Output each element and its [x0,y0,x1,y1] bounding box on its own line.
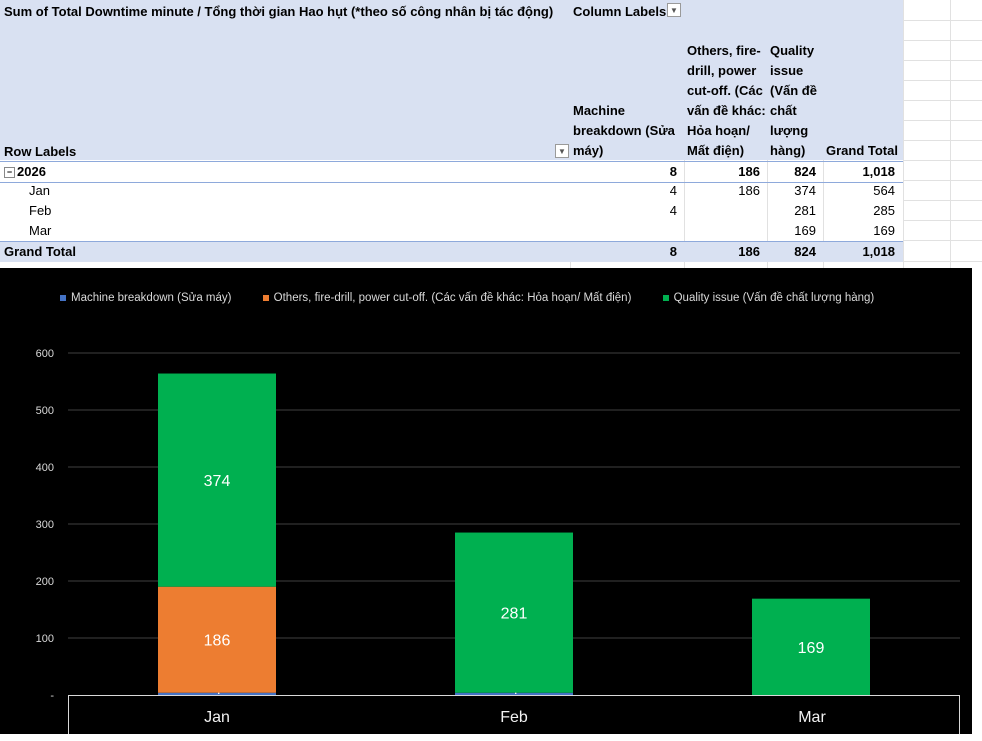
column-labels-header[interactable]: Column Labels [573,4,667,19]
legend-swatch [662,295,669,301]
legend-swatch [262,295,269,301]
pivot-chart[interactable]: Machine breakdown (Sửa máy) Others, fire… [0,268,972,734]
table-cell[interactable]: 169 [794,223,816,238]
plot-area[interactable]: -10020030040050060041863744281169 [0,268,972,734]
column-header-line: Others, fire- [687,43,761,58]
x-tick-label: Feb [500,709,528,726]
bar-segment[interactable] [752,598,870,695]
data-label: 169 [798,640,825,657]
table-row[interactable]: Jan 4 186 374 564 [0,181,903,201]
legend-item-quality-issue[interactable]: Quality issue (Vấn đề chất lượng hàng) [662,292,875,304]
table-cell[interactable]: 1,018 [862,164,895,179]
table-row[interactable]: Feb 4 281 285 [0,201,903,221]
table-cell[interactable]: 374 [794,183,816,198]
column-header-others[interactable]: Others, fire- drill, power cut-off. (Các… [687,41,767,161]
pivot-table: Sum of Total Downtime minute / Tổng thời… [0,0,903,262]
legend-label: Quality issue (Vấn đề chất lượng hàng) [673,292,875,304]
collapse-minus-icon[interactable]: − [4,167,15,179]
table-cell[interactable]: 4 [669,203,677,218]
column-header-line: Grand Total [826,143,898,158]
y-tick-label: 300 [36,519,54,531]
y-tick-label: 400 [36,462,54,474]
table-cell[interactable]: 186 [738,244,760,259]
data-label: 374 [204,473,231,490]
table-cell[interactable]: 824 [794,244,816,259]
table-cell[interactable]: 1,018 [862,244,895,259]
data-label: 186 [204,633,231,650]
column-header-line: vấn đề khác: [687,103,766,118]
table-row-grand-total[interactable]: Grand Total 8 186 824 1,018 [0,241,903,262]
dropdown-arrow-icon: ▼ [558,146,566,156]
bar-segment[interactable] [455,692,573,695]
column-header-line: lượng [770,123,809,138]
row-label: −2026 [4,162,46,182]
y-tick-label: 100 [36,633,54,645]
column-header-grand-total[interactable]: Grand Total [826,141,902,161]
table-cell[interactable]: 824 [794,164,816,179]
x-tick-label: Mar [798,709,826,726]
row-label: Grand Total [4,244,76,259]
row-labels-header[interactable]: Row Labels [4,144,77,159]
x-tick-label: Jan [204,709,230,726]
row-label: Jan [29,183,50,198]
column-header-line: Machine [573,103,626,118]
table-cell[interactable]: 8 [669,164,677,179]
y-tick-label: 500 [36,405,54,417]
column-header-line: chất [770,103,797,118]
y-tick-label: - [50,690,54,702]
column-header-line: Quality [770,43,815,58]
pivot-value-field-title[interactable]: Sum of Total Downtime minute / Tổng thời… [4,4,554,19]
row-label: Mar [29,223,52,238]
column-header-line: breakdown (Sửa [573,123,675,138]
table-row-year[interactable]: −2026 8 186 824 1,018 [0,161,903,183]
bar-segment[interactable] [158,586,276,693]
row-labels-filter-dropdown[interactable]: ▼ [555,144,569,158]
legend-label: Others, fire-drill, power cut-off. (Các … [273,292,632,304]
table-cell[interactable]: 4 [669,183,677,198]
legend-item-others[interactable]: Others, fire-drill, power cut-off. (Các … [262,292,632,304]
table-cell[interactable]: 281 [794,203,816,218]
table-row[interactable]: Mar 169 169 [0,221,903,241]
legend-label: Machine breakdown (Sửa máy) [71,292,232,304]
column-header-line: máy) [573,143,604,158]
chart-legend[interactable]: Machine breakdown (Sửa máy) Others, fire… [60,292,902,304]
dropdown-arrow-icon: ▼ [670,5,678,15]
bar-segment[interactable] [158,692,276,695]
column-header-line: (Vấn đề [770,83,817,98]
legend-item-machine-breakdown[interactable]: Machine breakdown (Sửa máy) [60,292,231,304]
column-header-line: hàng) [770,143,806,158]
y-tick-label: 200 [36,576,54,588]
table-cell[interactable]: 186 [738,183,760,198]
table-cell[interactable]: 186 [738,164,760,179]
legend-swatch [60,295,66,301]
column-header-line: drill, power [687,63,757,78]
column-header-line: Mất điện) [687,143,745,158]
table-cell[interactable]: 564 [873,183,895,198]
column-header-machine-breakdown[interactable]: Machine breakdown (Sửa máy) [573,101,681,161]
y-tick-label: 600 [36,348,54,360]
column-header-line: Hỏa hoạn/ [687,123,750,138]
table-cell[interactable]: 169 [873,223,895,238]
x-axis-field-area[interactable] [68,695,960,734]
row-label: Feb [29,203,52,218]
pivot-header [0,0,903,160]
table-cell[interactable]: 8 [669,244,677,259]
column-header-quality-issue[interactable]: Quality issue (Vấn đề chất lượng hàng) [770,41,824,161]
table-cell[interactable]: 285 [873,203,895,218]
data-label: 281 [501,606,528,623]
column-labels-filter-dropdown[interactable]: ▼ [667,3,681,17]
bar-segment[interactable] [158,373,276,587]
column-header-line: cut-off. (Các [687,83,763,98]
column-header-line: issue [770,63,804,78]
bar-segment[interactable] [455,532,573,693]
